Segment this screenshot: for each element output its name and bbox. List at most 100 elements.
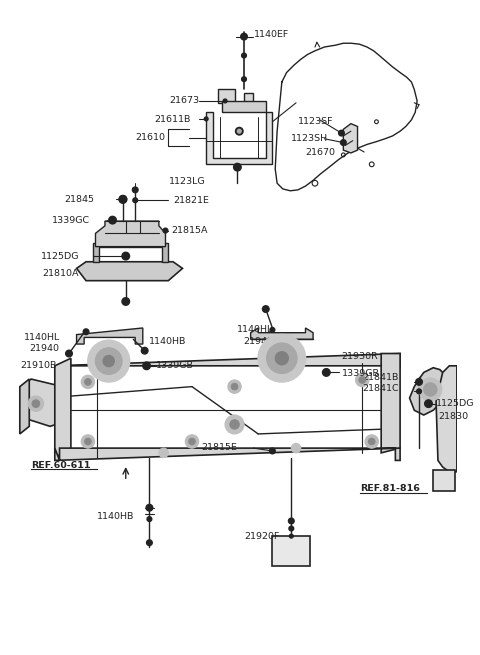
Text: 1140EF: 1140EF (253, 30, 289, 39)
Polygon shape (436, 365, 457, 472)
Text: 21841B: 21841B (362, 373, 398, 382)
Text: 21920F: 21920F (244, 532, 279, 540)
Circle shape (417, 389, 421, 394)
Circle shape (143, 362, 150, 369)
Circle shape (122, 252, 130, 260)
Circle shape (365, 435, 378, 448)
Polygon shape (20, 379, 64, 426)
Text: 21910B: 21910B (20, 362, 56, 370)
Circle shape (133, 198, 138, 202)
Circle shape (66, 350, 72, 357)
Circle shape (142, 347, 148, 354)
Polygon shape (77, 262, 182, 281)
Text: 1140HL: 1140HL (238, 326, 274, 334)
Circle shape (119, 196, 127, 203)
Circle shape (416, 379, 422, 385)
Circle shape (185, 435, 199, 448)
Circle shape (204, 117, 208, 121)
Circle shape (230, 420, 240, 429)
Circle shape (323, 369, 330, 376)
Circle shape (81, 435, 95, 448)
Circle shape (223, 99, 227, 103)
Text: 1125DG: 1125DG (436, 399, 475, 408)
Circle shape (263, 306, 269, 312)
Polygon shape (272, 536, 310, 567)
Text: 21841C: 21841C (362, 384, 399, 393)
Text: REF.81-816: REF.81-816 (360, 484, 420, 493)
Circle shape (275, 352, 288, 365)
Polygon shape (433, 470, 455, 491)
Circle shape (146, 504, 153, 511)
Text: 21815A: 21815A (171, 226, 208, 235)
Circle shape (270, 448, 275, 454)
Circle shape (231, 383, 238, 390)
Circle shape (189, 438, 195, 445)
Circle shape (270, 328, 275, 332)
Text: 1123SF: 1123SF (298, 117, 334, 126)
Circle shape (32, 400, 40, 407)
Circle shape (359, 377, 366, 383)
Text: 21673: 21673 (169, 96, 199, 105)
Circle shape (288, 518, 294, 524)
Polygon shape (20, 379, 29, 434)
Text: 1339GB: 1339GB (341, 369, 379, 378)
Polygon shape (251, 328, 313, 339)
Circle shape (236, 128, 243, 135)
Circle shape (84, 438, 91, 445)
Circle shape (356, 373, 369, 386)
Circle shape (289, 526, 294, 531)
Polygon shape (77, 328, 143, 344)
Text: 1339GB: 1339GB (156, 362, 194, 370)
Circle shape (225, 415, 244, 434)
Circle shape (234, 163, 241, 171)
Text: 21930R: 21930R (341, 352, 378, 361)
Circle shape (340, 140, 346, 145)
Polygon shape (55, 448, 400, 460)
Circle shape (291, 443, 301, 453)
Circle shape (289, 534, 293, 538)
Circle shape (132, 187, 138, 193)
Text: 1339GC: 1339GC (52, 215, 90, 225)
Text: 1140HB: 1140HB (97, 512, 135, 521)
Circle shape (258, 335, 305, 382)
Circle shape (109, 216, 116, 224)
Text: 1140HB: 1140HB (149, 337, 187, 346)
Circle shape (424, 383, 437, 396)
Text: 1123LG: 1123LG (169, 177, 206, 186)
Circle shape (228, 380, 241, 393)
Text: 21845: 21845 (64, 195, 94, 204)
Circle shape (81, 375, 95, 388)
Polygon shape (409, 367, 447, 415)
Polygon shape (343, 124, 358, 153)
Polygon shape (206, 112, 272, 164)
Circle shape (119, 196, 127, 203)
Text: 1123SH: 1123SH (291, 134, 328, 143)
Text: 21815E: 21815E (202, 443, 237, 452)
Text: 21940: 21940 (29, 345, 59, 353)
Circle shape (96, 348, 122, 374)
Circle shape (83, 329, 89, 335)
Text: 1125DG: 1125DG (41, 252, 79, 261)
Circle shape (338, 130, 344, 136)
Polygon shape (96, 221, 166, 247)
Text: REF.60-611: REF.60-611 (31, 460, 91, 470)
Polygon shape (218, 88, 253, 107)
Text: 21821E: 21821E (173, 196, 209, 205)
Circle shape (28, 396, 44, 411)
Circle shape (240, 33, 247, 40)
Polygon shape (55, 358, 71, 458)
Text: 21610: 21610 (135, 134, 165, 142)
Polygon shape (381, 354, 400, 453)
Circle shape (84, 379, 91, 385)
Circle shape (369, 438, 375, 445)
Text: 21670: 21670 (305, 149, 336, 157)
Polygon shape (222, 101, 266, 112)
Polygon shape (55, 354, 400, 377)
Circle shape (163, 228, 168, 233)
Circle shape (267, 343, 297, 373)
Circle shape (103, 356, 114, 367)
Circle shape (241, 53, 246, 58)
Circle shape (88, 340, 130, 382)
Text: 21810A: 21810A (43, 269, 79, 278)
Circle shape (238, 129, 241, 133)
